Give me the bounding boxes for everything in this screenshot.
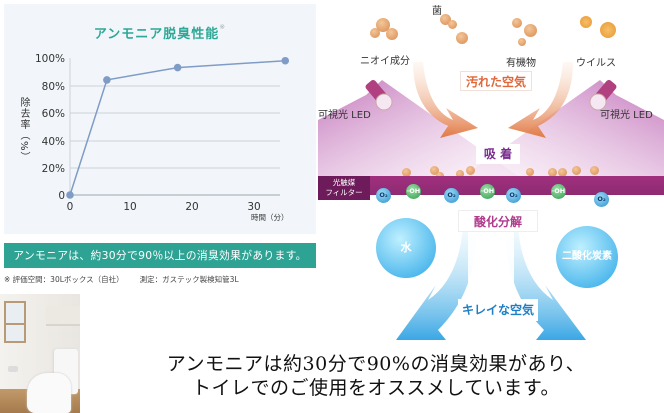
svg-text:0: 0 — [67, 201, 74, 213]
svg-text:0: 0 — [58, 190, 65, 202]
svg-text:10: 10 — [123, 201, 136, 213]
o2-molecule: O₂ — [376, 188, 391, 203]
led-right-icon — [589, 79, 617, 111]
paper-holder — [8, 366, 18, 372]
svg-text:20: 20 — [185, 201, 198, 213]
decomposition-label: 酸化分解 — [458, 210, 538, 232]
clean-air-label: キレイな空気 — [458, 299, 538, 321]
x-axis-unit: 時間（分） — [251, 213, 289, 222]
led-beam-left — [318, 80, 518, 176]
o2-molecule: O₂ — [594, 192, 609, 207]
svg-text:80%: 80% — [42, 81, 65, 93]
svg-text:30: 30 — [247, 201, 260, 213]
line-chart: 0 20% 40% 60% 80% 100% 0 10 20 30 時間（分） — [35, 53, 290, 222]
photocatalyst-diagram: 菌 ニオイ成分 有機物 ウイルス 可視光 LED 可視光 LED 汚れた空気 吸… — [318, 0, 664, 345]
data-point — [173, 63, 182, 72]
o2-molecule: O₂ — [506, 188, 521, 203]
bottom-caption: アンモニアは約30分で90%の消臭効果があり、 トイレでのご使用をオススメしてい… — [88, 352, 664, 400]
adsorption-label: 吸 着 — [476, 144, 520, 164]
svg-text:60%: 60% — [42, 108, 65, 120]
virus-label: ウイルス — [576, 58, 616, 69]
data-point — [103, 76, 111, 84]
data-point — [281, 56, 290, 65]
led-left-icon — [365, 79, 393, 111]
footnote: ※ 評価空間：30Lボックス（自社） 測定：ガステック製検知管3L — [4, 275, 239, 284]
chart-panel: 0 20% 40% 60% 80% 100% 0 10 20 30 時間（分） … — [4, 4, 316, 234]
oh-radical: ·OH — [406, 184, 421, 199]
dirty-air-arrow-left — [413, 62, 478, 138]
toilet-photo — [0, 294, 80, 413]
organic-label: 有機物 — [506, 58, 536, 69]
oh-radical: ·OH — [480, 184, 495, 199]
y-axis-label: 除去率（%） — [18, 97, 29, 163]
water-bubble: 水 — [376, 218, 436, 278]
series-line — [69, 59, 286, 196]
svg-text:100%: 100% — [35, 53, 65, 65]
caption-line-1: アンモニアは約30分で90%の消臭効果があり、 — [166, 353, 586, 375]
window — [4, 301, 26, 343]
toilet-bowl — [27, 373, 71, 413]
dirty-air-label: 汚れた空気 — [460, 71, 532, 91]
oh-radical: ·OH — [551, 184, 566, 199]
odor-label: ニオイ成分 — [360, 56, 410, 67]
x-tick-labels: 0 10 20 30 — [67, 201, 261, 213]
gridlines — [69, 58, 280, 196]
filter-label: 光触媒 フィルター — [318, 176, 370, 200]
co2-bubble: 二酸化炭素 — [556, 226, 618, 288]
data-series — [66, 56, 290, 199]
y-tick-labels: 0 20% 40% 60% 80% 100% — [35, 53, 65, 202]
dirty-air-arrow-right — [508, 62, 573, 138]
led-left-label: 可視光 LED — [318, 110, 371, 121]
summary-banner: アンモニアは、約30分で90％以上の消臭効果があります。 — [4, 243, 316, 268]
o2-molecule: O₂ — [444, 188, 459, 203]
caption-line-2: トイレでのご使用をオススメしています。 — [191, 377, 561, 399]
svg-text:20%: 20% — [42, 163, 65, 175]
led-right-label: 可視光 LED — [600, 110, 653, 121]
chart-title: アンモニア脱臭性能※ — [93, 23, 227, 42]
data-point — [66, 191, 74, 199]
svg-text:40%: 40% — [42, 136, 65, 148]
bacteria-label: 菌 — [432, 6, 442, 17]
